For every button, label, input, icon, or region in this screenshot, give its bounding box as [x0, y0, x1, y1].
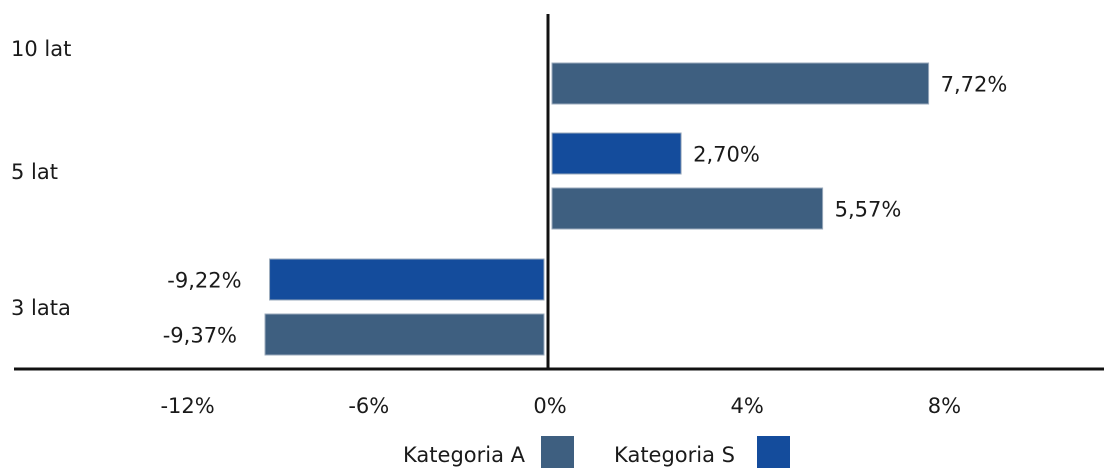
legend-label: Kategoria S: [614, 443, 735, 467]
data-label: -9,37%: [163, 324, 237, 348]
bar-kategoria-s-1: [551, 132, 682, 175]
chart-tick-labels: -12% -6% 0% 4% 8%: [160, 394, 961, 418]
x-tick-label: 0%: [533, 394, 566, 418]
category-label: 5 lat: [11, 160, 58, 184]
data-label: 2,70%: [693, 143, 760, 167]
data-label: 5,57%: [835, 198, 902, 222]
legend-label: Kategoria A: [403, 443, 526, 467]
bar-kategoria-a-0: [551, 62, 930, 105]
data-label: -9,22%: [167, 269, 241, 293]
chart-axes: [14, 14, 1104, 371]
legend-swatch: [541, 436, 574, 468]
category-label: 10 lat: [11, 37, 71, 61]
chart-data-labels: 7,72% 2,70% 5,57% -9,22% -9,37%: [163, 73, 1008, 348]
chart-category-labels: 10 lat 5 lat 3 lata: [11, 37, 71, 320]
category-label: 3 lata: [11, 296, 71, 320]
x-tick-label: -12%: [160, 394, 214, 418]
data-label: 7,72%: [941, 73, 1008, 97]
x-tick-label: -6%: [348, 394, 389, 418]
bar-kategoria-a-1: [551, 187, 824, 230]
x-tick-label: 8%: [928, 394, 961, 418]
chart-legend: Kategoria A Kategoria S: [403, 436, 790, 468]
legend-swatch: [757, 436, 790, 468]
x-tick-label: 4%: [731, 394, 764, 418]
bar-kategoria-s-2: [269, 258, 545, 301]
chart-bars: [264, 62, 930, 356]
bar-kategoria-a-2: [264, 313, 545, 356]
